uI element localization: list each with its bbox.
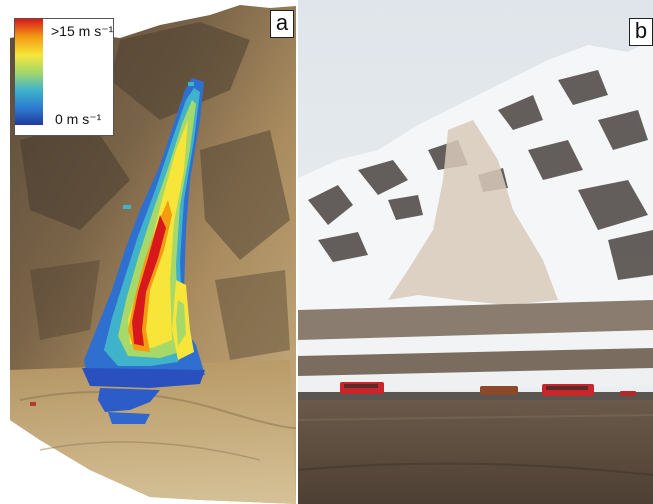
small-structure — [30, 402, 36, 406]
vehicles — [340, 382, 636, 396]
panel-b-photo: b — [298, 0, 653, 504]
panel-a-velocity-map: >15 m s⁻¹ 0 m s⁻¹ a — [0, 0, 296, 504]
panel-b-label: b — [629, 18, 653, 46]
avalanche-deposit — [388, 120, 558, 305]
velocity-legend: >15 m s⁻¹ 0 m s⁻¹ — [14, 18, 114, 136]
panel-a-label: a — [270, 10, 294, 38]
legend-min-label: 0 m s⁻¹ — [55, 111, 102, 127]
legend-max-label: >15 m s⁻¹ — [51, 23, 114, 39]
panel-b-scene — [298, 0, 653, 504]
truck — [480, 386, 518, 395]
panel-a-scene — [10, 5, 296, 504]
velocity-overlay — [82, 78, 205, 424]
road — [298, 392, 653, 400]
legend-colorbar — [15, 19, 43, 125]
valley-floor — [10, 360, 296, 504]
